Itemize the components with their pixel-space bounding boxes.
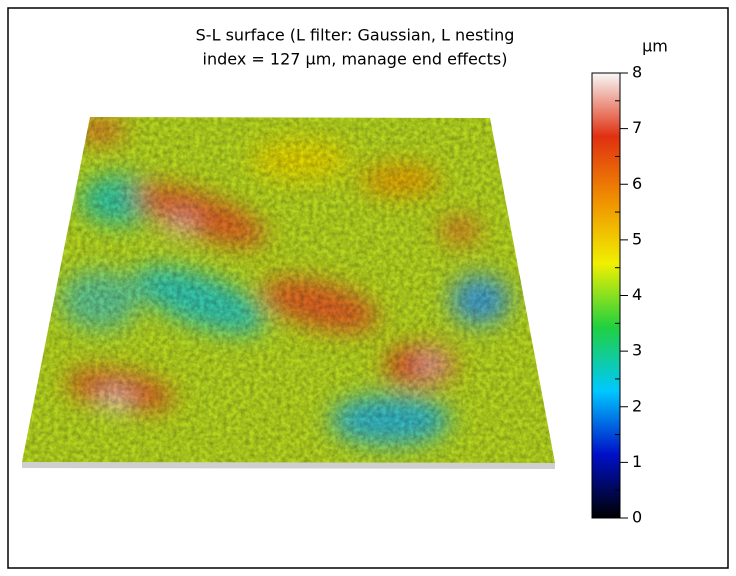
chart-title: index = 127 µm, manage end effects) bbox=[203, 50, 508, 69]
colorbar-tick-label: 6 bbox=[632, 174, 642, 193]
colorbar-tick-label: 5 bbox=[632, 229, 642, 248]
colorbar-tick-label: 1 bbox=[632, 452, 642, 471]
colorbar-tick-label: 3 bbox=[632, 341, 642, 360]
colorbar-label: µm bbox=[642, 37, 668, 56]
colorbar-tick-label: 2 bbox=[632, 396, 642, 415]
colorbar-tick-label: 7 bbox=[632, 118, 642, 137]
surface bbox=[22, 117, 555, 469]
colorbar bbox=[591, 72, 621, 519]
chart-title: S-L surface (L filter: Gaussian, L nesti… bbox=[196, 26, 515, 45]
colorbar-tick-label: 8 bbox=[632, 63, 642, 82]
colorbar-tick-label: 0 bbox=[632, 508, 642, 527]
colorbar-tick-label: 4 bbox=[632, 285, 642, 304]
